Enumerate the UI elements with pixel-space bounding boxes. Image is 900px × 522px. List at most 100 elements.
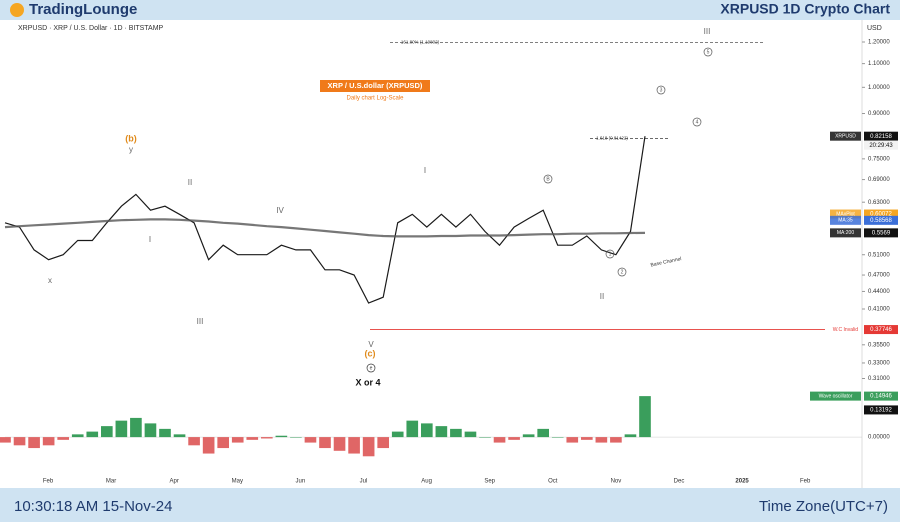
osc-bar <box>115 420 128 438</box>
osc-bar <box>522 434 535 438</box>
badge-value: 0.60072 <box>870 212 892 218</box>
wave-circle <box>656 85 666 95</box>
wave-circle <box>692 117 702 127</box>
x-tick-label: Oct <box>548 479 558 485</box>
price-line <box>4 218 646 238</box>
page-title: XRPUSD 1D Crypto Chart <box>720 1 890 17</box>
osc-tick-label: 0.00000 <box>868 435 890 441</box>
title-box <box>320 80 430 92</box>
chart-title: XRP / U.S.dollar (XRPUSD) <box>328 81 423 90</box>
y-tick-label: 0.75000 <box>868 156 890 162</box>
wave-label: B <box>546 176 550 182</box>
osc-bar <box>450 428 462 438</box>
wave-label: I <box>149 235 151 244</box>
y-tick-label: 0.41000 <box>868 307 890 313</box>
x-tick-label: Feb <box>800 479 811 485</box>
osc-bar <box>639 396 651 438</box>
brand: TradingLounge <box>29 1 137 18</box>
countdown: 20:29:43 <box>869 143 893 149</box>
y-tick-label: 0.33000 <box>868 361 890 367</box>
osc-bar <box>435 426 448 438</box>
osc-badge-name-box <box>810 391 861 401</box>
osc-bar <box>595 437 608 443</box>
badge-name-box <box>830 228 861 238</box>
countdown-box <box>864 140 898 150</box>
wave-label: IV <box>276 206 284 215</box>
osc-bar <box>290 437 302 438</box>
wave-label: (b) <box>125 133 137 143</box>
osc-bar <box>231 437 244 443</box>
osc-bar <box>479 437 491 438</box>
osc-bar <box>173 434 186 438</box>
x-tick-label: Aug <box>421 479 432 485</box>
badge-value-box <box>864 215 898 225</box>
osc-bar <box>624 434 637 438</box>
y-tick-label: 0.31000 <box>868 376 890 382</box>
badge-name: XRPUSD <box>835 134 856 140</box>
osc-bar <box>391 431 404 438</box>
wave-circle <box>703 47 713 57</box>
fib-label: 161.80% (1.19802) <box>401 40 440 45</box>
osc-bar <box>508 437 520 440</box>
osc-bar <box>493 437 506 443</box>
osc-bar <box>421 423 433 438</box>
osc-bar <box>377 437 389 449</box>
footer-time: 10:30:18 AM 15-Nov-24 <box>14 498 172 515</box>
osc-bar <box>144 423 157 438</box>
x-tick-label: Feb <box>43 479 54 485</box>
osc-bar <box>261 437 273 439</box>
osc-bar <box>130 417 142 438</box>
x-tick-label: Dec <box>674 479 685 485</box>
x-tick-label: May <box>232 479 243 485</box>
x-tick-label: Jun <box>296 479 306 485</box>
wave-label: III <box>197 317 204 326</box>
axis-unit: USD <box>867 25 882 32</box>
osc-bar <box>333 437 346 451</box>
badge-name-box <box>830 131 861 141</box>
osc-bar <box>28 437 40 449</box>
chart-area <box>0 20 900 488</box>
osc-bar <box>566 437 579 443</box>
signal-badge-value: 0.13192 <box>870 408 892 414</box>
osc-bar <box>71 434 84 438</box>
wave-circle <box>543 174 553 184</box>
wave-label: 1 <box>609 251 612 257</box>
badge-name: MA:35 <box>838 218 853 224</box>
wave-label: II <box>600 292 604 301</box>
osc-bar <box>362 437 375 457</box>
wave-label: III <box>704 27 711 36</box>
badge-name: W.C Invalid <box>833 327 859 333</box>
x-tick-label: Apr <box>170 479 179 485</box>
y-tick-label: 0.44000 <box>868 289 890 295</box>
osc-bar <box>217 437 229 449</box>
badge-value: 0.58568 <box>870 218 892 224</box>
y-tick-label: 0.90000 <box>868 111 890 117</box>
osc-bar <box>13 437 26 446</box>
symbol: XRPUSD · XRP / U.S. Dollar · 1D · BITSTA… <box>18 25 164 32</box>
osc-bar <box>159 428 171 438</box>
osc-bar <box>275 435 288 438</box>
osc-bar <box>101 426 113 438</box>
badge-value-box <box>864 325 898 335</box>
osc-badge-value: 0.14946 <box>870 394 892 400</box>
chart-subtitle: Daily chart Log-Scale <box>346 96 404 102</box>
wave-circle <box>366 363 376 373</box>
wave-label: 3 <box>660 87 663 93</box>
price-line <box>4 136 646 304</box>
wave-label: V <box>368 340 374 349</box>
wave-label: 5 <box>707 49 710 55</box>
badge-name-box <box>830 209 861 219</box>
x-tick-label: Mar <box>106 479 116 485</box>
y-tick-label: 1.00000 <box>868 85 890 91</box>
badge-value-box <box>864 228 898 238</box>
wave-label: (c) <box>365 348 376 358</box>
wave-label: X or 4 <box>355 377 380 387</box>
osc-bar <box>551 437 564 438</box>
osc-bar <box>610 437 622 443</box>
badge-name-box <box>830 215 861 225</box>
osc-bar <box>57 437 69 440</box>
signal-badge-box <box>864 405 898 415</box>
osc-badge-box <box>864 391 898 401</box>
osc-bar <box>202 437 215 454</box>
x-tick-label: Nov <box>611 479 622 485</box>
